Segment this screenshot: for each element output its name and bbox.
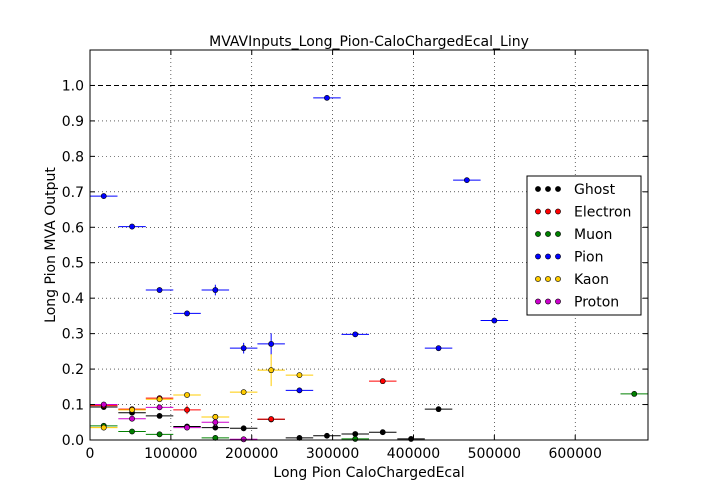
- data-point: [100, 193, 107, 199]
- data-point: [156, 431, 163, 438]
- legend-item-electron: Electron: [535, 205, 631, 221]
- axis-ticks: 0 100000 200000 300000 400000 500000 600000 0.0…: [62, 50, 648, 462]
- legend-marker: [545, 231, 551, 237]
- series-proton: [90, 401, 258, 443]
- data-point: [129, 223, 135, 230]
- data-point: [240, 389, 247, 396]
- data-point: [184, 406, 190, 413]
- legend-marker: [555, 231, 561, 237]
- y-tick-label: 0.2: [62, 362, 84, 378]
- legend-label: Muon: [574, 227, 612, 243]
- data-point: [129, 415, 135, 422]
- legend-label: Proton: [574, 295, 619, 311]
- legend-marker: [535, 186, 541, 192]
- y-tick-label: 0.6: [62, 220, 84, 236]
- plot-frame: [89, 49, 649, 441]
- legend-label: Electron: [574, 205, 631, 221]
- y-tick-label: 0.1: [62, 398, 84, 414]
- legend-marker: [555, 186, 561, 192]
- legend-item-kaon: Kaon: [535, 272, 609, 288]
- x-tick-label: 0: [86, 446, 95, 462]
- data-point: [156, 287, 163, 293]
- data-point: [268, 416, 275, 422]
- legend-label: Kaon: [574, 272, 609, 288]
- data-point: [268, 367, 275, 374]
- legend-marker: [555, 276, 561, 282]
- legend-marker: [545, 298, 551, 305]
- data-point: [324, 94, 330, 101]
- data-point: [268, 341, 275, 347]
- y-axis-label: Long Pion MVA Output: [43, 167, 59, 323]
- legend: Ghost Electron Muon Pion Kaon Proton: [526, 175, 642, 316]
- legend-marker: [535, 298, 541, 305]
- data-point: [156, 404, 163, 411]
- legend-marker: [535, 231, 541, 237]
- legend-frame: [526, 175, 642, 316]
- legend-marker: [545, 208, 551, 215]
- data-point: [129, 406, 135, 413]
- data-point: [491, 317, 498, 324]
- x-tick-label: 300000: [306, 446, 359, 462]
- data-point: [352, 331, 359, 338]
- legend-marker: [545, 186, 551, 192]
- legend-marker: [545, 253, 551, 260]
- x-tick-label: 200000: [225, 446, 278, 462]
- legend-item-muon: Muon: [535, 227, 612, 243]
- data-point: [156, 396, 163, 403]
- data-point: [631, 391, 638, 397]
- data-point: [100, 401, 107, 408]
- legend-marker: [555, 253, 561, 260]
- series-kaon: [90, 354, 314, 431]
- data-point: [156, 412, 163, 419]
- data-point: [352, 436, 359, 442]
- y-tick-label: 0.0: [62, 433, 84, 449]
- legend-marker: [555, 208, 561, 215]
- data-point: [379, 429, 386, 436]
- legend-marker: [535, 253, 541, 260]
- y-tick-label: 0.3: [62, 327, 84, 343]
- y-tick-label: 0.9: [62, 114, 84, 130]
- data-point: [240, 425, 247, 432]
- data-point: [184, 310, 190, 317]
- legend-label: Pion: [574, 250, 603, 266]
- series-pion: [90, 94, 509, 394]
- y-tick-label: 0.5: [62, 256, 84, 272]
- data-point: [212, 419, 219, 426]
- x-tick-label: 100000: [144, 446, 197, 462]
- data-point: [100, 424, 107, 431]
- y-tick-label: 1.0: [62, 78, 84, 94]
- x-tick-label: 400000: [387, 446, 440, 462]
- legend-item-proton: Proton: [535, 295, 619, 311]
- data-point: [240, 436, 247, 443]
- data-point: [463, 177, 470, 184]
- chart-title: MVAVInputs_Long_Pion-CaloChargedEcal_Lin…: [209, 34, 529, 50]
- data-point: [129, 428, 135, 435]
- data-point: [379, 378, 386, 385]
- y-tick-label: 0.7: [62, 185, 84, 201]
- x-axis-label: Long Pion CaloChargedEcal: [273, 465, 464, 481]
- y-tick-label: 0.8: [62, 149, 84, 165]
- data-point: [352, 431, 359, 437]
- legend-marker: [545, 276, 551, 282]
- data-point: [296, 387, 303, 394]
- data-point: [435, 345, 442, 352]
- data-point: [240, 345, 247, 352]
- legend-marker: [555, 298, 561, 305]
- legend-item-ghost: Ghost: [535, 182, 616, 198]
- y-tick-label: 0.4: [62, 291, 84, 307]
- legend-label: Ghost: [574, 182, 616, 198]
- legend-marker: [535, 276, 541, 282]
- x-tick-label: 600000: [548, 446, 601, 462]
- data-point: [296, 372, 303, 379]
- legend-marker: [535, 208, 541, 215]
- data-point: [212, 287, 219, 293]
- data-point: [435, 406, 442, 413]
- data-point: [184, 392, 190, 398]
- data-point: [324, 432, 330, 439]
- data-point: [408, 436, 414, 442]
- x-tick-label: 500000: [468, 446, 521, 462]
- data-point: [184, 424, 190, 431]
- legend-item-pion: Pion: [535, 250, 603, 266]
